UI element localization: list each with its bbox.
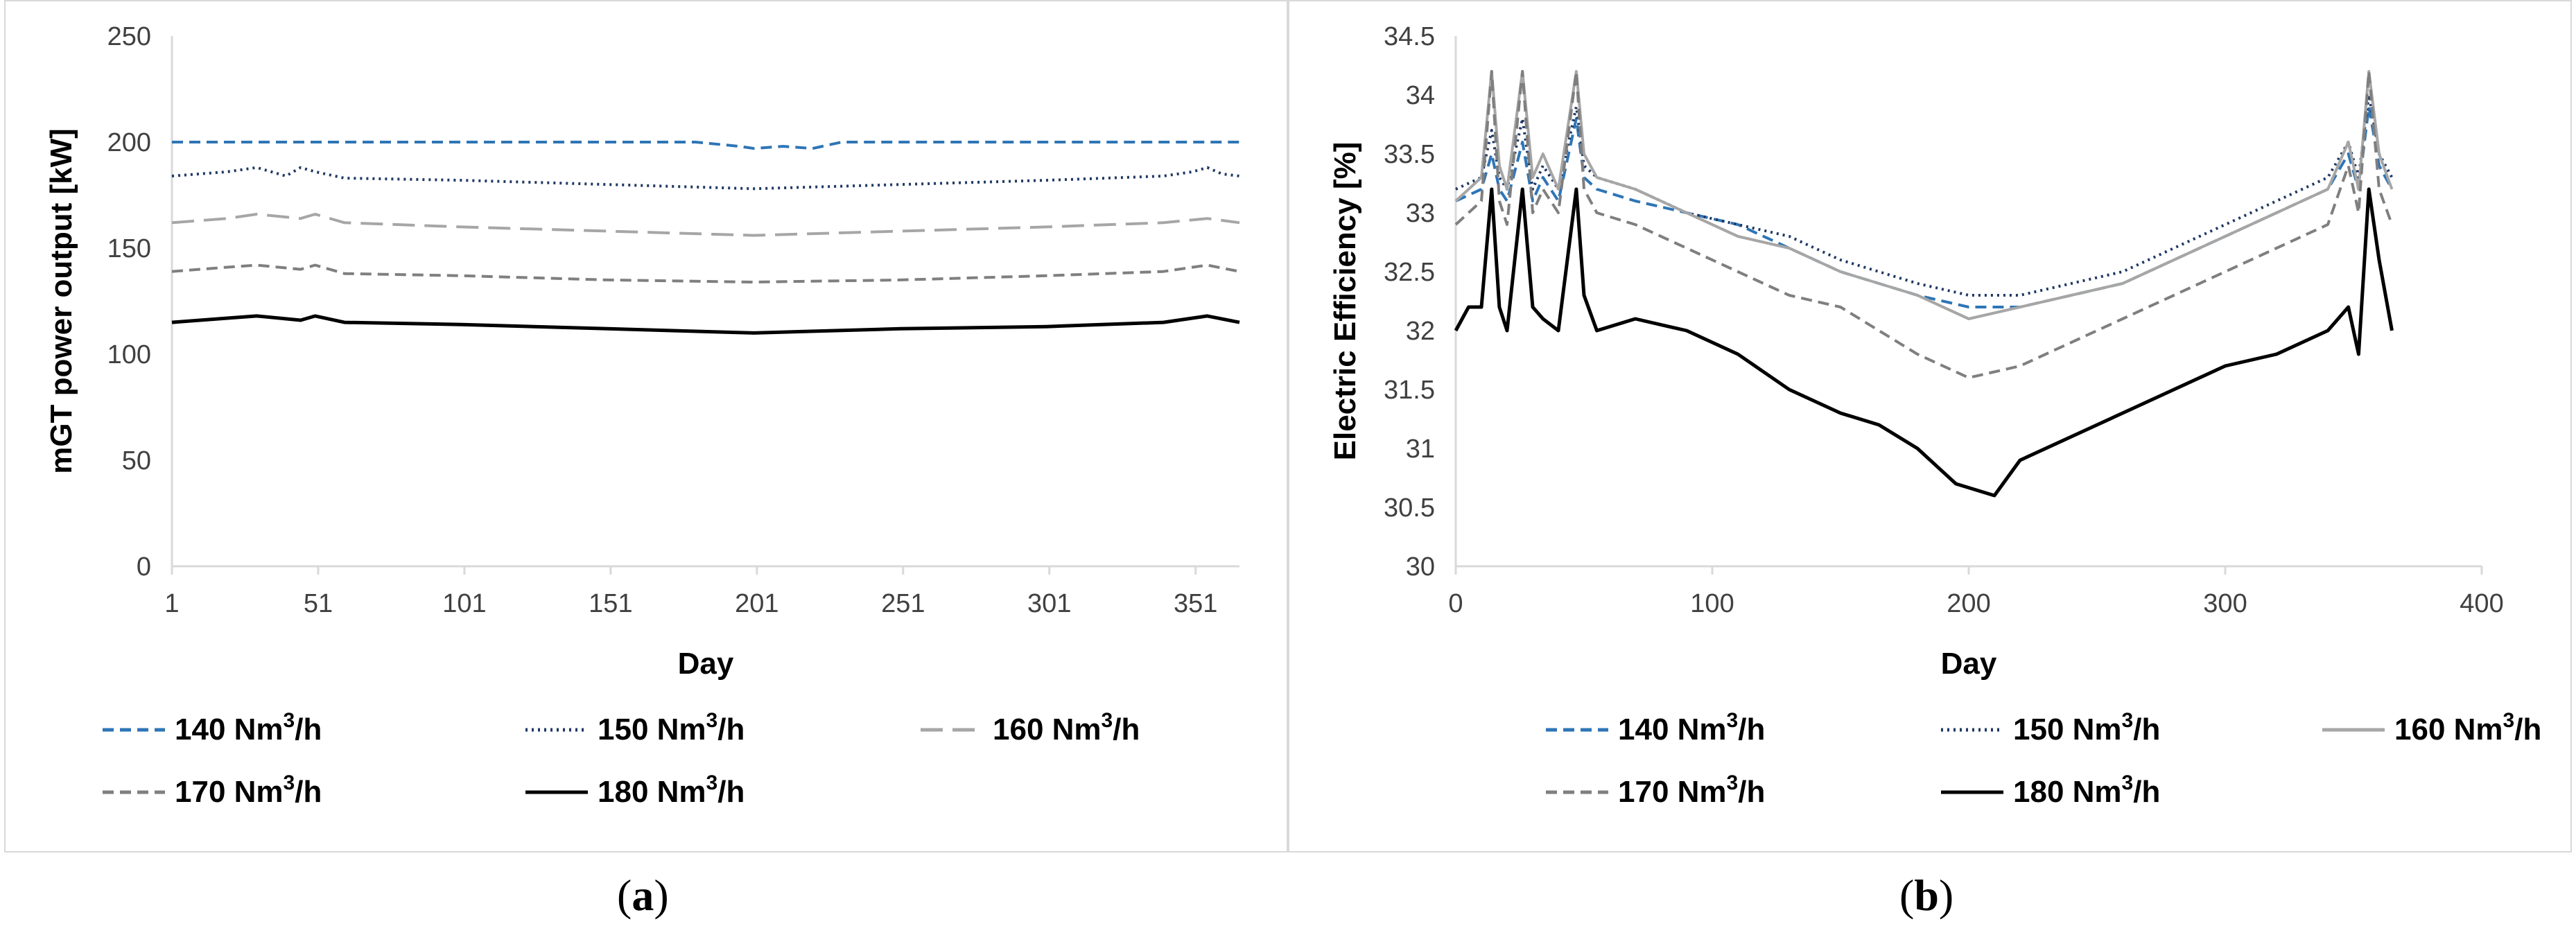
y-tick-label: 100 <box>107 340 151 369</box>
legend-label-end: /h <box>717 713 745 746</box>
legend-label-end: /h <box>295 775 322 809</box>
legend-label-end: /h <box>717 775 745 809</box>
legend-label: 160 Nm3/h <box>993 709 1140 746</box>
series-line-160-nm3-h <box>171 213 1240 237</box>
legend-label-main: 140 Nm <box>175 713 284 746</box>
legend-label-end: /h <box>2514 713 2541 746</box>
x-tick-label: 301 <box>1027 589 1071 618</box>
legend-label: 180 Nm3/h <box>2013 771 2160 809</box>
legend-label-main: 150 Nm <box>2013 713 2122 746</box>
series-line-160-nm3-h <box>1454 70 2394 320</box>
legend-label: 170 Nm3/h <box>1618 771 1765 809</box>
series-line-170-nm3-h <box>171 263 1240 283</box>
legend-label-sup: 3 <box>1727 771 1739 794</box>
y-tick-label: 34.5 <box>1384 22 1435 51</box>
y-tick-label: 34 <box>1406 81 1435 110</box>
y-tick-label: 0 <box>137 552 151 582</box>
y-axis-label: mGT power output [kW] <box>44 128 78 474</box>
caption-b: (b) <box>1899 871 1954 920</box>
x-tick-label: 1 <box>164 589 179 618</box>
legend-label-end: /h <box>2133 713 2160 746</box>
x-tick-label: 101 <box>442 589 486 618</box>
x-tick-label: 0 <box>1448 589 1463 618</box>
series-line-150-nm3-h <box>171 166 1240 191</box>
legend-label-main: 170 Nm <box>1618 775 1727 809</box>
y-tick-label: 50 <box>122 446 151 475</box>
legend-label-sup: 3 <box>706 771 718 794</box>
series-line-180-nm3-h <box>1454 187 2394 498</box>
legend-label-main: 150 Nm <box>598 713 706 746</box>
y-tick-label: 250 <box>107 22 151 51</box>
x-tick-label: 351 <box>1174 589 1217 618</box>
chart-b-panel: 30 30.5 31 31.5 32 32.5 33 33.5 34 34.5 0 100 200 300… <box>1288 0 2572 853</box>
legend-label-main: 170 Nm <box>175 775 284 809</box>
x-tick-label: 200 <box>1947 589 1990 618</box>
legend-label: 140 Nm3/h <box>1618 709 1765 746</box>
x-tick-label: 300 <box>2203 589 2247 618</box>
legend-label-sup: 3 <box>1102 709 1113 732</box>
legend-label-sup: 3 <box>284 709 295 732</box>
x-tick-label: 51 <box>304 589 333 618</box>
y-tick-label: 33.5 <box>1384 140 1435 169</box>
y-tick-label: 33 <box>1406 199 1435 228</box>
x-tick-label: 400 <box>2460 589 2503 618</box>
series-line-140-nm3-h <box>1455 105 2394 308</box>
y-tick-label: 31 <box>1406 435 1435 464</box>
legend-label-sup: 3 <box>2122 709 2134 732</box>
legend-label: 140 Nm3/h <box>175 709 322 746</box>
series-line-140-nm3-h <box>172 141 1239 150</box>
legend-label: 180 Nm3/h <box>598 771 745 809</box>
legend-label-main: 140 Nm <box>1618 713 1727 746</box>
series-line-150-nm3-h <box>1455 94 2394 297</box>
legend-label: 170 Nm3/h <box>175 771 322 809</box>
legend-label: 150 Nm3/h <box>598 709 745 746</box>
legend-label-end: /h <box>1113 713 1140 746</box>
legend-label-main: 180 Nm <box>598 775 706 809</box>
chart-a-panel: 0 50 100 150 200 250 1 51 101 151 201 251 301 351 Day m… <box>4 0 1288 853</box>
legend-label-sup: 3 <box>284 771 295 794</box>
legend-label-main: 160 Nm <box>2394 713 2503 746</box>
legend-label-end: /h <box>295 713 322 746</box>
x-axis-label: Day <box>1941 647 1997 681</box>
caption-a: (a) <box>617 871 669 920</box>
x-tick-label: 251 <box>881 589 925 618</box>
y-tick-label: 31.5 <box>1384 376 1435 405</box>
y-axis-label: Electric Efficiency [%] <box>1328 142 1362 461</box>
x-axis-label: Day <box>678 647 734 681</box>
legend-label-sup: 3 <box>706 709 718 732</box>
legend-label-sup: 3 <box>1727 709 1739 732</box>
legend-label-end: /h <box>2133 775 2160 809</box>
y-tick-label: 200 <box>107 128 151 157</box>
legend-label-end: /h <box>1738 713 1765 746</box>
legend-label-sup: 3 <box>2122 771 2134 794</box>
legend-label-sup: 3 <box>2503 709 2515 732</box>
legend-label-main: 180 Nm <box>2013 775 2122 809</box>
legend-label: 160 Nm3/h <box>2394 709 2541 746</box>
y-tick-label: 32 <box>1406 317 1435 346</box>
y-tick-label: 30.5 <box>1384 493 1435 523</box>
series-line-180-nm3-h <box>171 314 1240 335</box>
legend-label: 150 Nm3/h <box>2013 709 2160 746</box>
x-tick-label: 201 <box>735 589 778 618</box>
x-tick-label: 151 <box>589 589 632 618</box>
y-tick-label: 32.5 <box>1384 258 1435 287</box>
y-tick-label: 150 <box>107 234 151 263</box>
legend-label-end: /h <box>1738 775 1765 809</box>
x-tick-label: 100 <box>1690 589 1734 618</box>
legend-label-main: 160 Nm <box>993 713 1102 746</box>
y-tick-label: 30 <box>1406 552 1435 582</box>
